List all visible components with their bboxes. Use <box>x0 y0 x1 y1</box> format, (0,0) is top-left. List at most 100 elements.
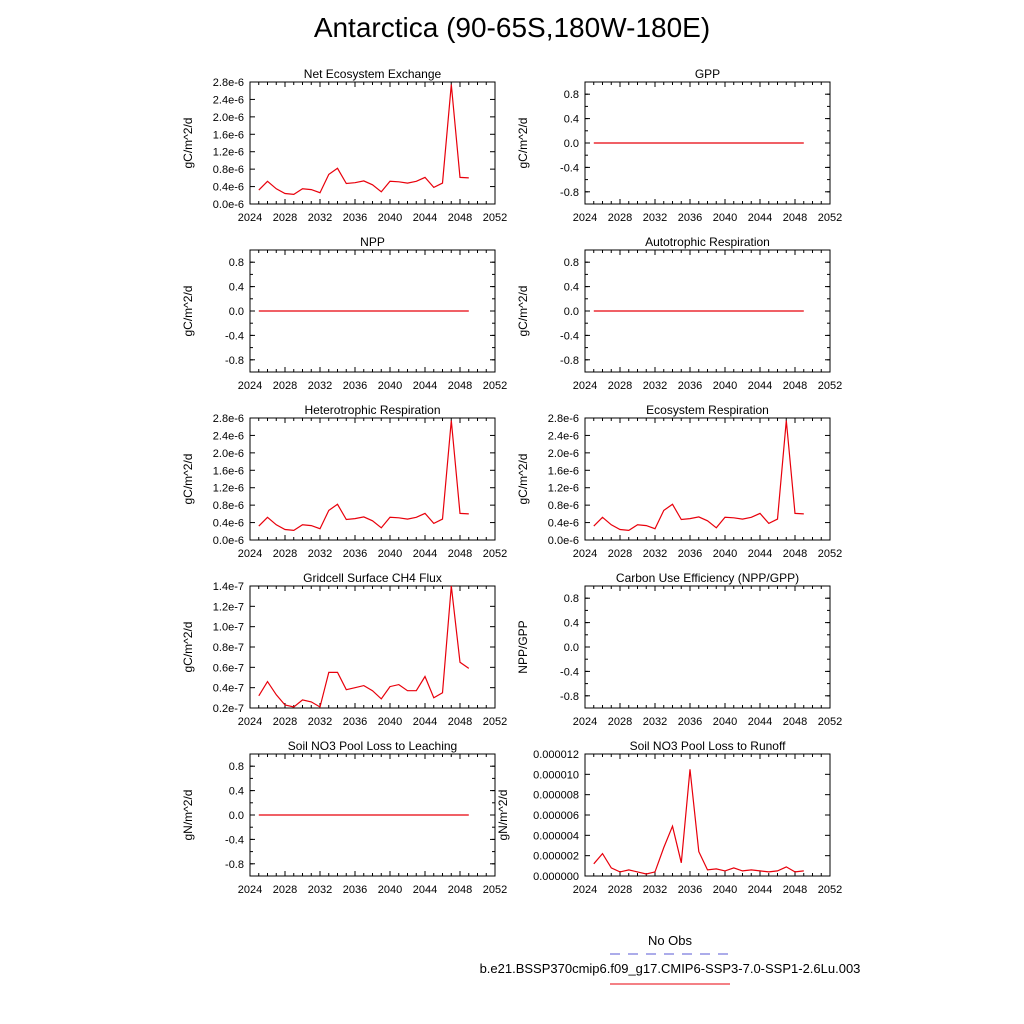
panel-2: NPP 2024 2028 2032 2036 2040 2044 2048 2052 -0.8 -… <box>181 235 507 392</box>
y-tick-label: 0.8 <box>229 257 244 269</box>
x-tick-label: 2052 <box>818 884 842 896</box>
x-tick-label: 2024 <box>238 716 262 728</box>
x-tick-label: 2032 <box>308 716 332 728</box>
series-line <box>593 769 804 875</box>
panel-6: Gridcell Surface CH4 Flux 2024 2028 2032 203… <box>181 571 507 728</box>
x-tick-label: 2040 <box>378 884 402 896</box>
panel-9: Soil NO3 Pool Loss to Runoff 2024 2028 2032… <box>496 739 842 896</box>
y-tick-label: 0.8e-6 <box>213 164 244 176</box>
y-tick-label: 1.4e-7 <box>213 581 244 593</box>
x-tick-label: 2024 <box>573 548 597 560</box>
y-tick-label: 1.2e-7 <box>213 601 244 613</box>
x-tick-label: 2052 <box>818 716 842 728</box>
x-tick-label: 2032 <box>308 884 332 896</box>
x-tick-label: 2032 <box>643 884 667 896</box>
y-tick-label: -0.8 <box>560 355 579 367</box>
x-tick-label: 2052 <box>483 716 507 728</box>
y-tick-label: 2.0e-6 <box>548 448 579 460</box>
x-tick-label: 2036 <box>343 716 367 728</box>
x-tick-label: 2044 <box>748 716 772 728</box>
series-line <box>593 420 804 532</box>
x-tick-label: 2036 <box>678 548 702 560</box>
x-tick-label: 2032 <box>643 380 667 392</box>
y-axis-label: gC/m^2/d <box>181 454 195 505</box>
y-axis-label: gC/m^2/d <box>516 286 530 337</box>
y-axis-label: NPP/GPP <box>516 620 530 673</box>
y-tick-label: 1.0e-7 <box>213 622 244 634</box>
plot-frame <box>249 417 496 541</box>
x-tick-label: 2036 <box>678 716 702 728</box>
y-axis-label: gN/m^2/d <box>496 790 510 841</box>
x-tick-label: 2040 <box>713 212 737 224</box>
legend-model-label: b.e21.BSSP370cmip6.f09_g17.CMIP6-SSP3-7.… <box>479 961 861 976</box>
x-tick-label: 2048 <box>783 884 807 896</box>
x-tick-label: 2048 <box>783 716 807 728</box>
y-tick-label: 0.8e-6 <box>548 500 579 512</box>
y-tick-label: 0.0 <box>564 306 579 318</box>
y-tick-label: 1.2e-6 <box>213 147 244 159</box>
y-axis-label: gC/m^2/d <box>516 118 530 169</box>
y-tick-label: 2.4e-6 <box>548 430 579 442</box>
x-tick-label: 2032 <box>643 548 667 560</box>
x-tick-label: 2040 <box>378 212 402 224</box>
y-tick-label: 0.000010 <box>533 769 579 781</box>
x-tick-label: 2048 <box>783 380 807 392</box>
y-tick-label: 0.8e-6 <box>213 500 244 512</box>
x-tick-label: 2048 <box>783 548 807 560</box>
x-tick-label: 2024 <box>573 716 597 728</box>
y-tick-label: 2.4e-6 <box>213 430 244 442</box>
y-tick-label: -0.4 <box>560 330 579 342</box>
panel-8: Soil NO3 Pool Loss to Leaching 2024 2028 20… <box>181 739 507 896</box>
y-tick-label: 0.000006 <box>533 810 579 822</box>
x-tick-label: 2032 <box>308 380 332 392</box>
y-tick-label: 2.8e-6 <box>213 413 244 425</box>
y-tick-label: 1.6e-6 <box>213 129 244 141</box>
x-tick-label: 2048 <box>783 212 807 224</box>
y-tick-label: 0.8 <box>564 257 579 269</box>
y-tick-label: 2.8e-6 <box>213 77 244 89</box>
y-axis-label: gC/m^2/d <box>516 454 530 505</box>
x-tick-label: 2028 <box>608 548 632 560</box>
x-tick-label: 2036 <box>343 884 367 896</box>
panel-title: GPP <box>695 67 720 81</box>
x-tick-label: 2044 <box>413 380 437 392</box>
x-tick-label: 2040 <box>713 548 737 560</box>
x-tick-label: 2024 <box>238 380 262 392</box>
legend-obs-label: No Obs <box>647 933 693 948</box>
y-tick-label: 0.0 <box>229 306 244 318</box>
x-tick-label: 2028 <box>608 884 632 896</box>
y-tick-label: 0.0 <box>564 138 579 150</box>
panel-title: Autotrophic Respiration <box>645 235 770 249</box>
y-tick-label: 0.4 <box>229 282 244 294</box>
x-tick-label: 2052 <box>483 548 507 560</box>
x-tick-label: 2024 <box>573 380 597 392</box>
x-tick-label: 2048 <box>448 716 472 728</box>
plot-frame <box>584 585 831 709</box>
x-tick-label: 2044 <box>748 212 772 224</box>
y-axis-label: gC/m^2/d <box>181 118 195 169</box>
x-tick-label: 2028 <box>273 380 297 392</box>
y-tick-label: 1.6e-6 <box>548 465 579 477</box>
y-tick-label: -0.8 <box>560 691 579 703</box>
y-axis-label: gC/m^2/d <box>181 286 195 337</box>
y-tick-label: 0.0e-6 <box>548 535 579 547</box>
panel-title: Gridcell Surface CH4 Flux <box>303 571 442 585</box>
x-tick-label: 2036 <box>343 380 367 392</box>
x-tick-label: 2040 <box>378 716 402 728</box>
x-tick-label: 2036 <box>343 212 367 224</box>
plot-frame <box>584 753 831 877</box>
y-tick-label: 1.2e-6 <box>548 483 579 495</box>
x-tick-label: 2040 <box>713 716 737 728</box>
x-tick-label: 2048 <box>448 380 472 392</box>
x-tick-label: 2032 <box>308 212 332 224</box>
x-tick-label: 2028 <box>608 380 632 392</box>
x-tick-label: 2036 <box>343 548 367 560</box>
y-tick-label: -0.4 <box>225 330 244 342</box>
x-tick-label: 2024 <box>573 884 597 896</box>
y-tick-label: 0.000002 <box>533 851 579 863</box>
x-tick-label: 2028 <box>608 212 632 224</box>
figure-title: Antarctica (90-65S,180W-180E) <box>313 12 711 43</box>
x-tick-label: 2044 <box>413 884 437 896</box>
